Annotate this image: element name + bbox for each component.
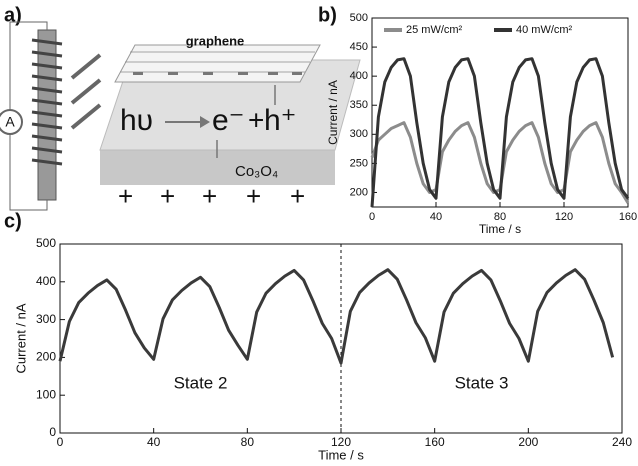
y-axis-label: Current / nA (326, 80, 340, 145)
y-tick-label: 200 (350, 186, 368, 198)
x-tick-label: 0 (369, 211, 375, 223)
x-tick-label: 200 (518, 435, 538, 449)
y-tick-label: 300 (36, 312, 56, 326)
y-tick-label: 500 (36, 236, 56, 250)
x-tick-label: 80 (494, 211, 506, 223)
x-tick-label: 240 (612, 435, 632, 449)
material-label: Co₃O₄ (235, 163, 278, 180)
substrate-base (100, 150, 335, 185)
y-tick-label: 300 (350, 128, 368, 140)
panel-label: a) (4, 4, 22, 26)
x-tick-label: 40 (430, 211, 442, 223)
wire (9, 21, 48, 110)
plus: + (160, 181, 175, 211)
x-tick-label: 120 (555, 211, 573, 223)
panel-label: c) (4, 210, 22, 232)
plot-frame (371, 17, 629, 208)
plus: + (246, 181, 261, 211)
annotation: State 2 (174, 373, 228, 392)
y-tick-label: 250 (350, 157, 368, 169)
plus-label: + (248, 104, 264, 135)
series-line (58, 268, 615, 365)
x-tick-label: 120 (331, 435, 351, 449)
x-tick-label: 40 (147, 435, 161, 449)
diagram: a) graphene hυ e⁻ + h⁺ Co₃O₄ + + + + + A (0, 4, 361, 211)
plus: + (202, 181, 217, 211)
plus-row: + + + + + (118, 181, 305, 211)
x-tick-label: 160 (425, 435, 445, 449)
minus-signs (133, 72, 302, 75)
wire (9, 135, 48, 211)
y-tick-label: 350 (350, 99, 368, 111)
coil (31, 38, 63, 166)
annotation: State 3 (455, 373, 509, 392)
y-tick-label: 200 (36, 350, 56, 364)
hole-label: h⁺ (264, 104, 297, 137)
legend-label: 25 mW/cm² (406, 24, 463, 36)
y-tick-label: 0 (49, 425, 56, 439)
x-tick-label: 0 (57, 435, 64, 449)
legend-label: 40 mW/cm² (516, 24, 573, 36)
x-tick-label: 80 (241, 435, 255, 449)
panel-label: b) (318, 4, 337, 26)
graphene-label: graphene (186, 33, 245, 48)
arrowhead (200, 116, 210, 128)
y-tick-label: 500 (350, 12, 368, 24)
y-tick-label: 450 (350, 41, 368, 53)
y-tick-label: 400 (350, 70, 368, 82)
photon-label: hυ (120, 104, 153, 137)
light-arrows (70, 53, 102, 130)
plus: + (290, 181, 305, 211)
y-axis-label: Current / nA (13, 303, 28, 373)
x-axis-label: Time / s (318, 447, 364, 462)
x-tick-label: 160 (619, 211, 637, 223)
plot-frame (59, 243, 623, 434)
y-tick-label: 100 (36, 387, 56, 401)
y-tick-label: 400 (36, 274, 56, 288)
graphene-sheet (114, 44, 321, 83)
ammeter-label: A (5, 114, 15, 130)
plus: + (118, 181, 133, 211)
electron-label: e⁻ (212, 104, 245, 137)
ammeter (0, 109, 23, 135)
series-line (370, 57, 630, 208)
x-axis-label: Time / s (479, 222, 521, 236)
